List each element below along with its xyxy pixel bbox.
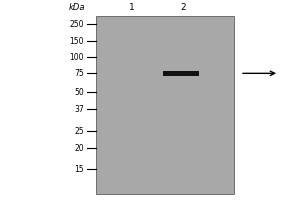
- Text: 2: 2: [180, 3, 186, 12]
- Text: kDa: kDa: [68, 3, 85, 12]
- Text: 20: 20: [74, 144, 84, 153]
- Bar: [96, 16, 234, 194]
- Text: 150: 150: [70, 37, 84, 46]
- Text: 75: 75: [74, 69, 84, 78]
- Text: 250: 250: [70, 20, 84, 29]
- Text: 15: 15: [74, 165, 84, 174]
- Text: 1: 1: [129, 3, 135, 12]
- Text: 25: 25: [74, 127, 84, 136]
- Text: 100: 100: [70, 53, 84, 62]
- Bar: [164, 71, 200, 76]
- Text: 37: 37: [74, 105, 84, 114]
- Text: 50: 50: [74, 88, 84, 97]
